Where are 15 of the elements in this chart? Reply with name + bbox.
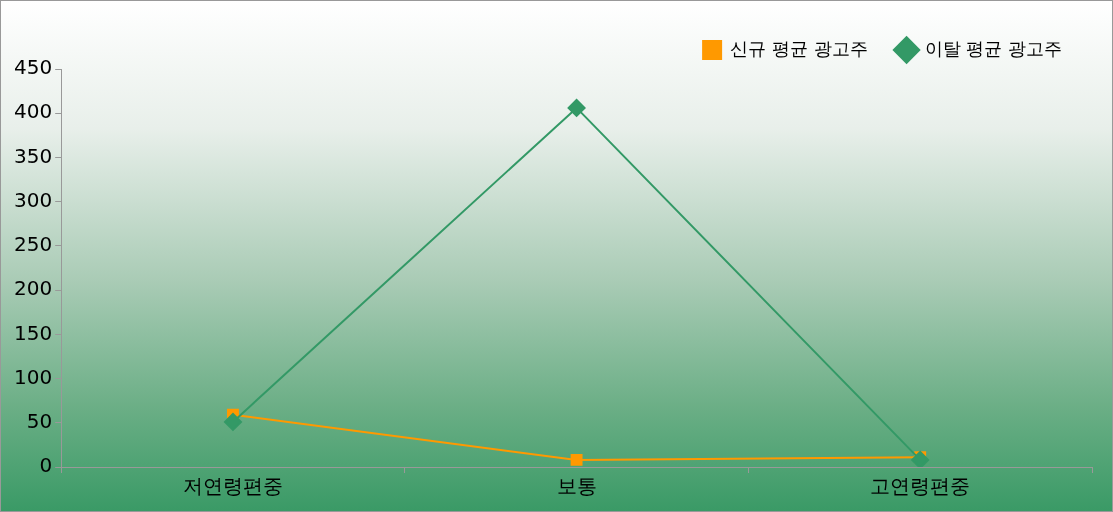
y-tick-label: 200 bbox=[13, 276, 53, 301]
y-tick-label: 250 bbox=[13, 232, 53, 257]
legend-label: 이탈 평균 광고주 bbox=[924, 37, 1063, 59]
y-tick-label: 150 bbox=[13, 320, 53, 345]
y-tick-label: 50 bbox=[26, 408, 53, 433]
y-tick-label: 350 bbox=[13, 143, 53, 168]
y-tick-label: 100 bbox=[13, 364, 53, 389]
y-tick-label: 450 bbox=[13, 55, 53, 80]
x-tick-label: 보통 bbox=[556, 474, 597, 499]
y-tick-label: 300 bbox=[13, 187, 53, 212]
x-tick-label: 저연령편중 bbox=[182, 474, 283, 499]
y-tick-label: 0 bbox=[39, 453, 53, 478]
legend-label: 신규 평균 광고주 bbox=[730, 37, 868, 59]
y-tick-label: 400 bbox=[13, 99, 53, 124]
x-tick-label: 고연령편중 bbox=[870, 474, 971, 499]
